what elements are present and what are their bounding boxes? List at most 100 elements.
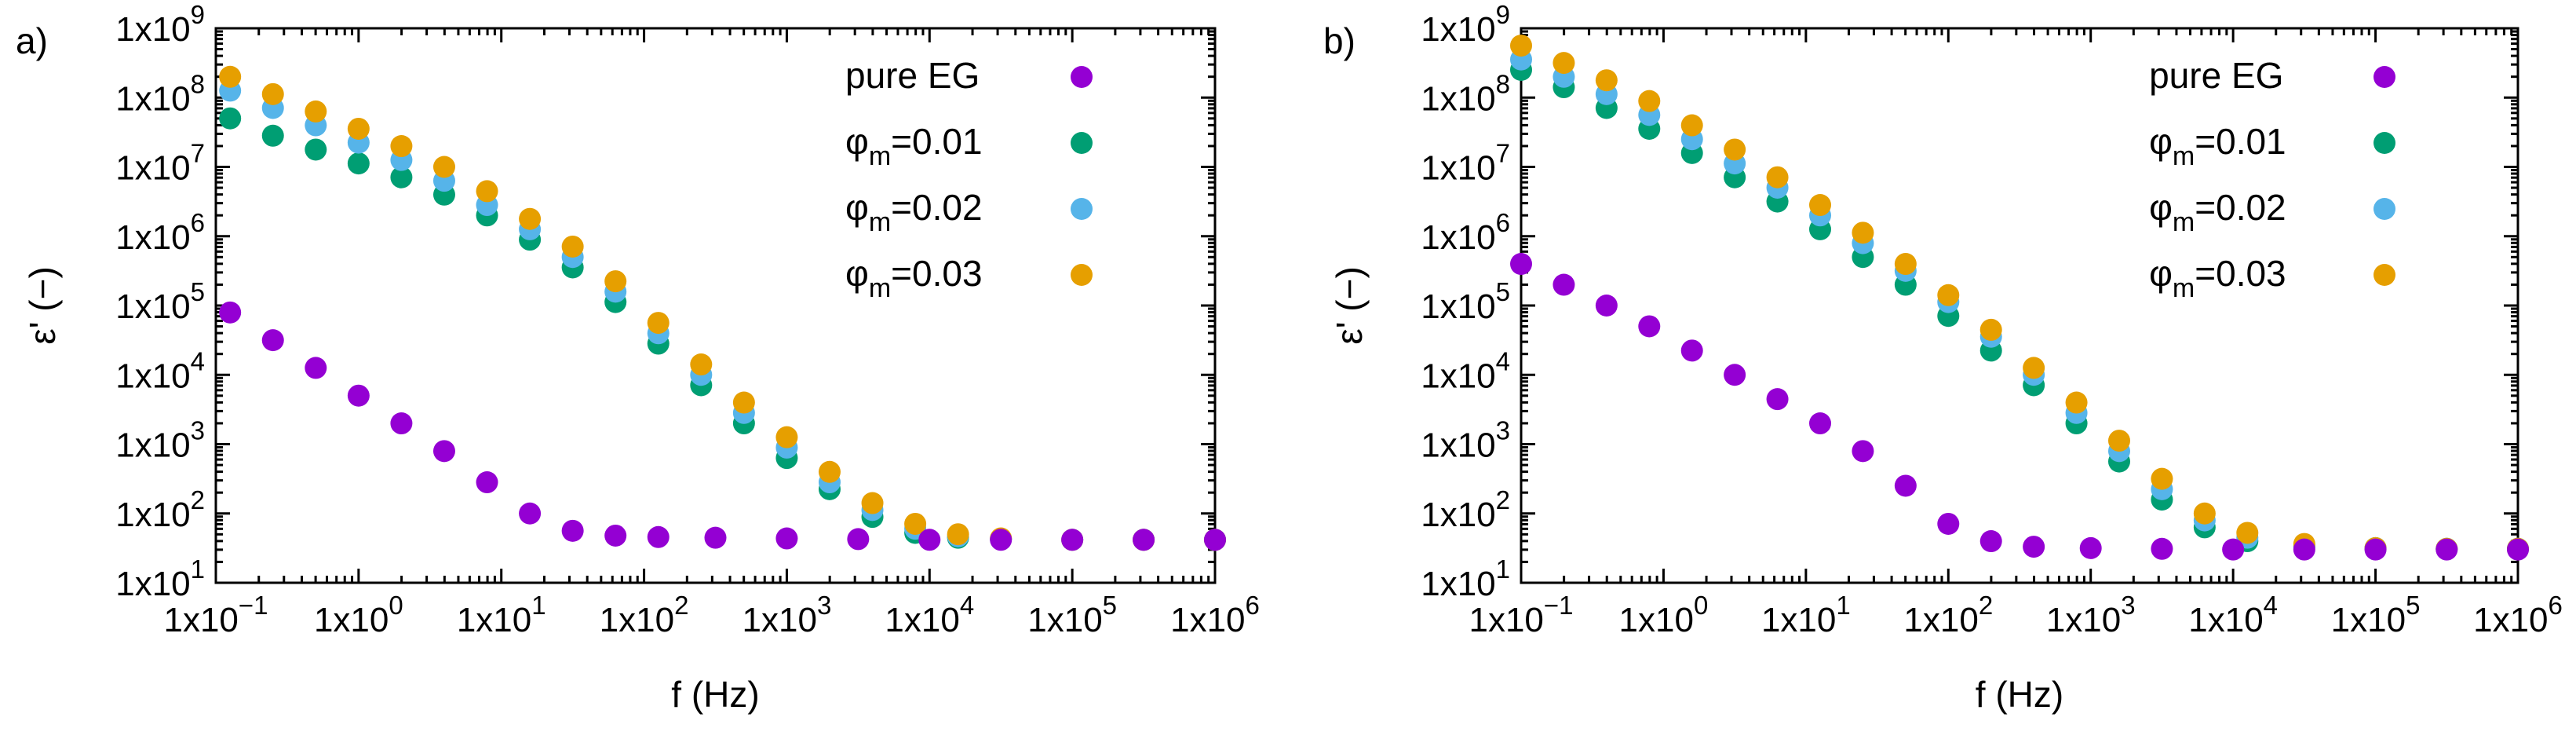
series-0: [219, 301, 1226, 551]
x-tick-label-base: 1x10: [1903, 601, 1978, 639]
y-tick-label-base: 1x10: [115, 357, 190, 395]
x-tick-label: 1x101: [457, 591, 546, 639]
y-tick-label-exp: 9: [191, 0, 205, 29]
y-tick-label-exp: 7: [191, 139, 205, 168]
data-point: [918, 529, 941, 551]
data-point: [2065, 391, 2088, 414]
legend-label-main: φ: [845, 121, 869, 162]
x-tick-label-base: 1x10: [163, 601, 238, 639]
legend-marker: [2373, 264, 2395, 286]
data-point: [305, 138, 327, 161]
x-tick-label: 1x103: [743, 591, 832, 639]
y-tick-label-base: 1x10: [115, 218, 190, 257]
legend-label: φm=0.03: [845, 253, 983, 303]
x-tick-label-exp: 3: [817, 591, 831, 620]
data-point: [519, 502, 542, 525]
legend-marker: [2373, 198, 2395, 220]
legend-marker: [1071, 264, 1093, 286]
x-tick-label: 1x10−1: [163, 591, 268, 639]
data-point: [1852, 221, 1874, 244]
legend-label-main: φ: [845, 253, 869, 294]
data-point: [775, 426, 798, 448]
data-point: [261, 329, 284, 352]
data-point: [604, 270, 627, 293]
data-point: [1680, 339, 1703, 362]
y-tick-label-base: 1x10: [1421, 79, 1495, 118]
plot-frame: [214, 27, 1217, 584]
legend-label-sub: m: [869, 141, 891, 171]
legend-label-main: φ: [2149, 253, 2173, 294]
y-tick-label: 1x103: [115, 416, 205, 465]
data-point: [347, 152, 370, 175]
data-point: [1937, 512, 1960, 535]
legend-marker: [2373, 66, 2395, 88]
data-point: [219, 107, 242, 130]
x-tick-label-exp: 5: [2406, 591, 2420, 620]
data-point: [476, 180, 498, 203]
x-tick-label: 1x10−1: [1469, 591, 1573, 639]
x-tick-label-base: 1x10: [2473, 601, 2548, 639]
y-tick-label: 1x103: [1421, 416, 1510, 465]
y-tick-label-exp: 8: [1496, 69, 1510, 98]
data-point: [261, 82, 284, 105]
x-axis-label: f (Hz): [671, 674, 759, 715]
data-point: [476, 471, 498, 494]
legend-label-tail: =0.01: [2195, 121, 2286, 162]
series-0: [1510, 253, 2529, 561]
data-point: [305, 100, 327, 123]
y-tick-label-exp: 3: [1496, 416, 1510, 445]
data-point: [561, 519, 584, 542]
data-point: [1766, 166, 1789, 188]
data-point: [1510, 253, 1532, 276]
data-point: [1553, 52, 1575, 75]
data-point: [347, 384, 370, 407]
y-tick-label-exp: 6: [1496, 208, 1510, 237]
data-point: [1809, 194, 1831, 217]
legend-label-main: φ: [845, 187, 869, 228]
data-point: [1766, 388, 1789, 411]
data-point: [1553, 273, 1575, 296]
data-point: [1979, 530, 2002, 553]
x-tick-label-base: 1x10: [743, 601, 817, 639]
y-axis-label: ε' (−): [22, 266, 63, 345]
legend-label: φm=0.02: [845, 187, 983, 237]
data-point: [690, 353, 713, 376]
data-point: [561, 235, 584, 258]
y-tick-label-base: 1x10: [115, 426, 190, 465]
y-tick-label: 1x102: [1421, 485, 1510, 534]
data-point: [2293, 538, 2315, 561]
data-point: [2023, 357, 2045, 379]
data-point: [2108, 430, 2130, 452]
y-tick-label-exp: 7: [1496, 139, 1510, 168]
data-point: [1638, 315, 1661, 338]
data-point: [604, 524, 627, 547]
legend-marker: [1071, 66, 1093, 88]
data-point: [1510, 35, 1532, 57]
x-tick-label-exp: 6: [1246, 591, 1260, 620]
data-point: [732, 391, 755, 414]
y-tick-label-base: 1x10: [1421, 565, 1495, 603]
x-tick-label: 1x101: [1761, 591, 1851, 639]
legend-label-tail: =0.03: [2195, 253, 2286, 294]
x-tick-label-base: 1x10: [1170, 601, 1245, 639]
data-point: [1061, 529, 1084, 551]
y-tick-label-base: 1x10: [115, 79, 190, 118]
legend-label-tail: =0.02: [891, 187, 982, 228]
data-point: [1204, 529, 1226, 551]
data-point: [390, 412, 413, 435]
data-point: [1133, 529, 1155, 551]
x-tick-label: 1x102: [600, 591, 689, 639]
legend-label-main: pure EG: [2149, 55, 2283, 96]
legend-label-sub: m: [2173, 141, 2195, 171]
y-tick-label-base: 1x10: [115, 565, 190, 603]
x-tick-label-base: 1x10: [2188, 601, 2263, 639]
legend-label-sub: m: [2173, 207, 2195, 237]
legend-marker: [2373, 132, 2395, 154]
y-tick-label-exp: 2: [191, 485, 205, 514]
data-point: [2079, 536, 2102, 559]
legend-label-tail: =0.01: [891, 121, 982, 162]
y-tick-label-exp: 5: [1496, 277, 1510, 306]
data-point: [647, 525, 670, 548]
legend-label-main: φ: [2149, 187, 2173, 228]
y-tick-label-base: 1x10: [1421, 218, 1495, 257]
